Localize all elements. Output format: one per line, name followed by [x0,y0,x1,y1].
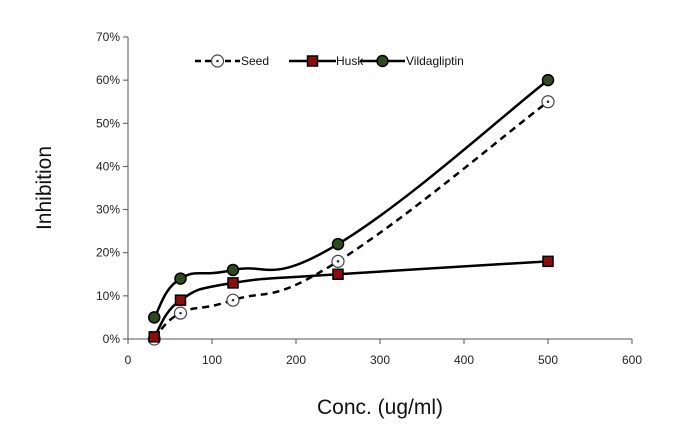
legend-label-seed: Seed [241,54,269,68]
y-tick-label: 30% [96,203,120,217]
series-seed [147,95,555,346]
legend-item-seed: Seed [195,54,269,68]
data-point-vildagliptin [174,272,187,285]
x-tick-label: 300 [370,353,390,367]
legend-marker-seed-center [216,59,219,63]
series-vildagliptin [148,73,555,324]
axes-layer [127,37,632,340]
y-tick-label: 50% [96,116,120,130]
x-tick-label: 200 [286,353,306,367]
y-axis-title: Inhibition [33,146,56,230]
y-tick-label: 0% [103,332,121,346]
data-point-vildagliptin [541,73,555,87]
data-point-husk [174,294,187,306]
y-tick-label: 60% [96,73,120,87]
legend: Seed Husk Vildagliptin [195,54,464,68]
legend-marker-vildagliptin [376,54,389,68]
x-tick-label: 500 [538,353,558,367]
x-tick-label: 100 [202,353,222,367]
x-tick-label: 600 [622,353,642,367]
data-point-husk [332,268,344,281]
data-point-seed-center [336,260,340,263]
legend-marker-husk [306,55,319,67]
series-husk [148,255,554,343]
series-line-vildagliptin [153,79,549,319]
data-point-seed-center [546,100,550,104]
ticks-layer: 0% 10% 20% 30% 40% 50% 60% 70% 0 100 200 300 400 500 6… [96,30,642,367]
data-point-vildagliptin [226,263,240,277]
legend-label-vildagliptin: Vildagliptin [406,54,464,68]
data-point-husk [148,331,160,343]
y-tick-label: 20% [96,246,120,260]
data-point-vildagliptin [331,237,345,251]
legend-label-husk: Husk [336,54,364,68]
y-tick-label: 40% [96,159,120,173]
series-layer [147,73,555,346]
x-tick-label: 0 [125,353,132,367]
data-point-husk [542,255,554,268]
data-point-husk [227,277,239,289]
data-point-vildagliptin [148,311,161,324]
y-tick-label: 10% [96,289,120,303]
legend-item-husk: Husk [289,54,364,68]
x-axis-title: Conc. (ug/ml) [317,396,443,419]
series-line-seed [153,100,549,340]
data-point-seed-center [231,298,235,302]
y-tick-label: 70% [96,30,120,44]
data-point-seed-center [179,311,182,315]
legend-item-vildagliptin: Vildagliptin [360,54,464,68]
x-tick-label: 400 [454,353,474,367]
